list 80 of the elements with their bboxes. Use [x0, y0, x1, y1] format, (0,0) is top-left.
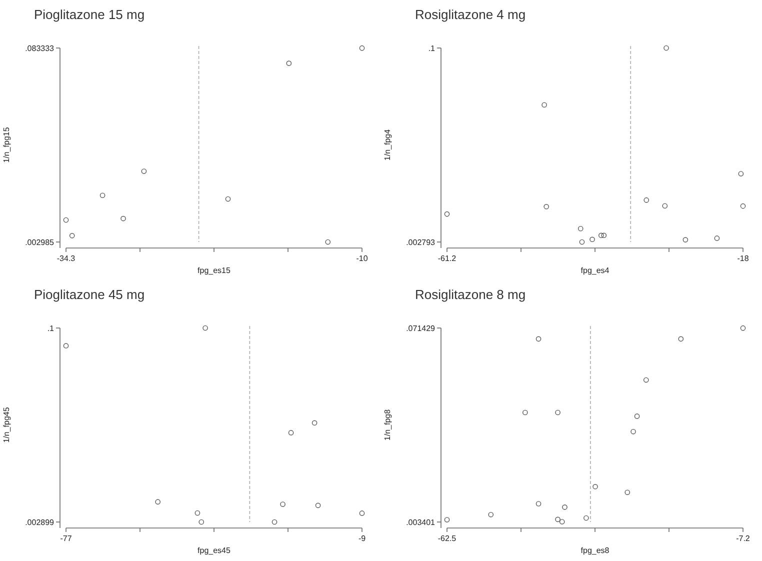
x-tick-label: -10	[356, 254, 368, 263]
point	[598, 232, 604, 238]
point	[280, 502, 286, 507]
y-axis-title: 1/n_fpg8	[383, 408, 392, 441]
point	[544, 204, 549, 210]
point	[286, 60, 292, 66]
point	[592, 484, 598, 490]
point	[644, 197, 650, 203]
point	[682, 237, 688, 242]
x-tick-label: -18	[737, 254, 750, 263]
point	[714, 236, 720, 241]
y-tick-label: .1	[47, 324, 55, 333]
point	[272, 519, 278, 525]
point	[536, 501, 542, 506]
point	[325, 239, 331, 245]
point	[63, 217, 69, 223]
chart-title: Pioglitazone 15 mg	[34, 7, 145, 22]
point	[225, 196, 231, 202]
y-axis-title: 1/n_fpg45	[2, 406, 11, 443]
point	[562, 504, 568, 510]
chart-title: Rosiglitazone 8 mg	[415, 287, 526, 302]
point	[444, 517, 450, 522]
point	[643, 377, 649, 383]
point	[678, 336, 684, 342]
point	[559, 519, 565, 524]
x-tick-label: -62.5	[438, 534, 457, 543]
point	[69, 233, 75, 238]
point	[555, 410, 560, 416]
x-axis-title: fpg_es4	[580, 266, 610, 275]
point	[738, 171, 744, 176]
y-tick-label: .083333	[25, 44, 55, 53]
point	[662, 203, 668, 209]
point	[634, 414, 640, 419]
x-axis-title: fpg_es8	[580, 546, 610, 555]
point	[624, 490, 630, 495]
y-tick-label: .002899	[25, 518, 55, 527]
point	[590, 236, 595, 242]
y-tick-label: .002793	[406, 238, 436, 247]
point	[194, 510, 200, 516]
point	[120, 216, 126, 222]
x-tick-label: -34.3	[56, 254, 76, 263]
point	[359, 510, 365, 516]
point	[522, 410, 528, 416]
x-tick-label: -77	[60, 534, 72, 543]
x-tick-label: -9	[358, 534, 366, 543]
y-axis-title: 1/n_fpg4	[383, 128, 392, 161]
point	[100, 192, 106, 198]
point	[202, 325, 208, 331]
point	[536, 336, 542, 342]
point	[63, 343, 69, 348]
point	[315, 502, 321, 508]
point	[488, 512, 494, 518]
y-tick-label: .1	[428, 44, 436, 53]
y-axis-title: 1/n_fpg15	[2, 126, 11, 163]
y-tick-label: .002985	[25, 238, 55, 247]
point	[579, 239, 585, 245]
point	[359, 45, 365, 51]
chart-title: Pioglitazone 45 mg	[34, 287, 145, 302]
point	[630, 428, 636, 434]
point	[444, 211, 450, 217]
y-tick-label: .003401	[406, 518, 436, 527]
y-tick-label: .071429	[406, 324, 436, 333]
point	[740, 325, 746, 331]
point	[578, 226, 584, 232]
chart-title: Rosiglitazone 4 mg	[415, 7, 526, 22]
point	[664, 45, 669, 51]
point	[198, 519, 204, 525]
point	[584, 515, 589, 521]
point	[555, 516, 560, 522]
x-tick-label: -7.2	[736, 534, 750, 543]
point	[740, 203, 746, 209]
point	[312, 420, 318, 426]
point	[601, 232, 607, 238]
point	[141, 168, 147, 174]
x-axis-title: fpg_es45	[198, 546, 232, 555]
point	[542, 102, 547, 108]
point	[155, 499, 160, 504]
point	[288, 430, 294, 436]
x-axis-title: fpg_es15	[198, 266, 232, 275]
x-tick-label: -61.2	[438, 254, 457, 263]
